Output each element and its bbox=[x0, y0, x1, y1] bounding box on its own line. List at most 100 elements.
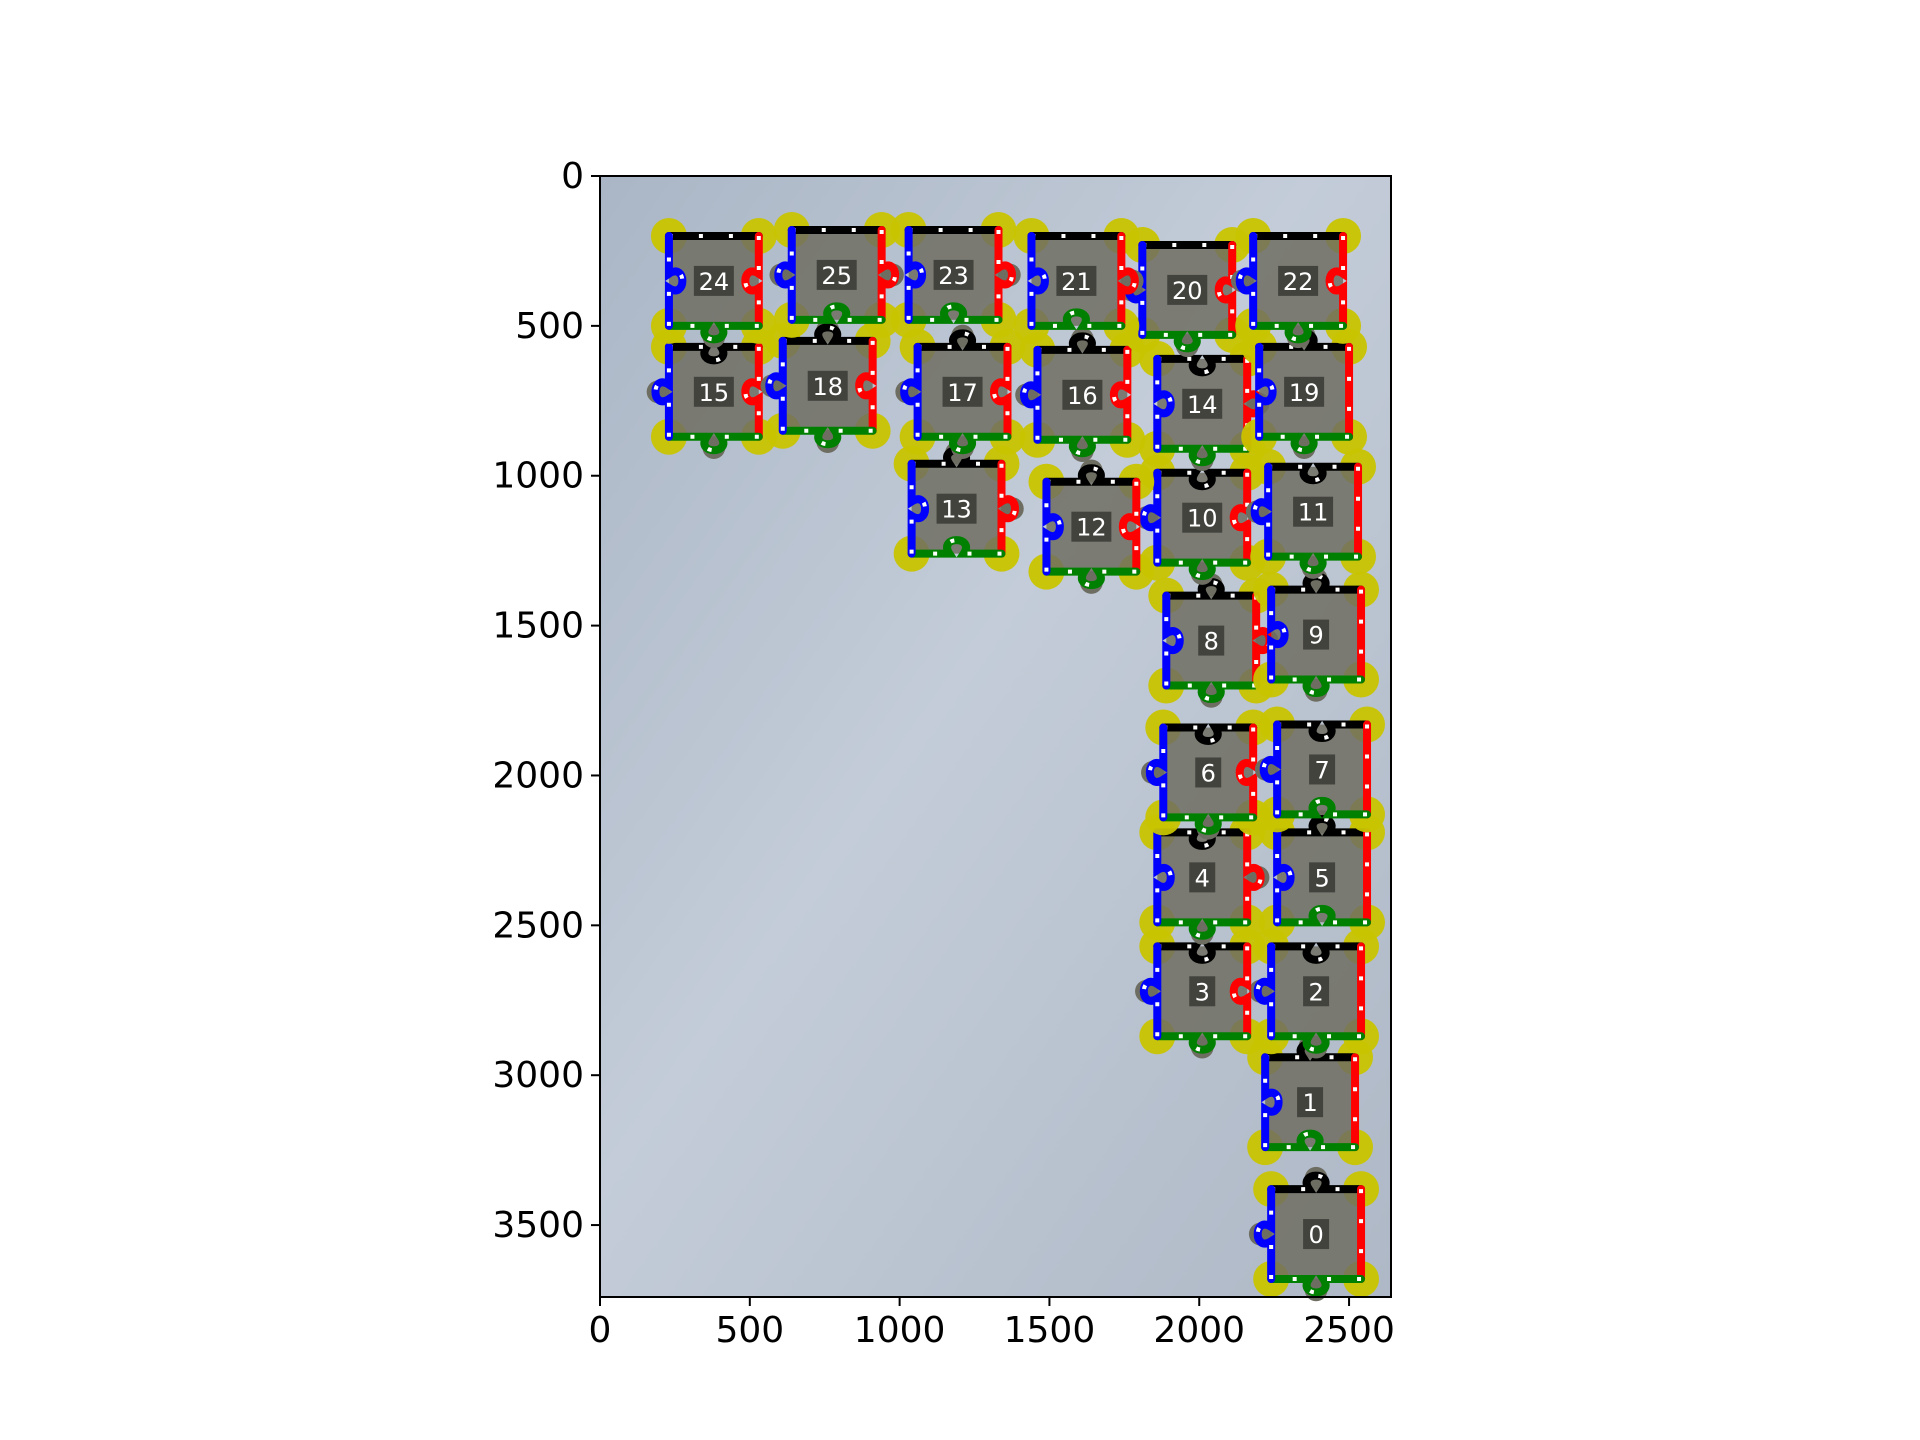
x-tick-label: 500 bbox=[715, 1310, 784, 1351]
bottom-edge bbox=[1162, 681, 1261, 703]
bottom-edge bbox=[1027, 308, 1126, 330]
puzzle-piece: 9 bbox=[1253, 567, 1380, 702]
piece-label: 5 bbox=[1314, 864, 1329, 892]
puzzle-piece: 3 bbox=[1135, 928, 1266, 1059]
bottom-edge bbox=[1273, 905, 1372, 927]
y-tick-label: 2000 bbox=[492, 755, 584, 796]
x-tick-label: 1500 bbox=[1004, 1310, 1096, 1351]
puzzle-piece: 12 bbox=[1028, 459, 1155, 594]
y-tick-label: 0 bbox=[561, 156, 584, 197]
bottom-edge bbox=[664, 432, 763, 455]
right-edge bbox=[1110, 345, 1132, 444]
piece-label-bg bbox=[1284, 376, 1325, 407]
bottom-edge bbox=[1159, 813, 1258, 835]
y-axis: 0 500 1000 1500 2000 2500 3000 3500 bbox=[492, 156, 600, 1246]
piece-label: 22 bbox=[1283, 268, 1314, 296]
piece-label-bg bbox=[693, 376, 734, 407]
top-edge bbox=[1267, 942, 1366, 964]
piece-label-bg bbox=[1198, 625, 1225, 656]
puzzle-piece: 21 bbox=[1013, 217, 1144, 344]
piece-label-bg bbox=[1309, 754, 1336, 785]
puzzle-piece: 15 bbox=[646, 328, 777, 459]
bottom-edge bbox=[1267, 675, 1366, 697]
piece-label: 14 bbox=[1187, 391, 1218, 419]
bottom-edge bbox=[1153, 918, 1252, 940]
puzzle-piece: 10 bbox=[1135, 454, 1266, 585]
left-edge bbox=[1042, 477, 1064, 576]
y-tick-label: 1500 bbox=[492, 606, 584, 647]
piece-label-bg bbox=[1297, 1087, 1324, 1118]
x-tick-label: 2000 bbox=[1153, 1310, 1245, 1351]
piece-label-bg bbox=[1189, 862, 1216, 893]
bottom-edge bbox=[1267, 1032, 1366, 1054]
bottom-edge bbox=[1261, 1129, 1360, 1152]
piece-label: 0 bbox=[1308, 1221, 1323, 1249]
bottom-edge bbox=[1042, 567, 1141, 589]
bottom-edge bbox=[1249, 321, 1348, 344]
left-edge bbox=[765, 336, 787, 435]
piece-label: 6 bbox=[1201, 759, 1216, 787]
right-edge bbox=[1235, 723, 1258, 822]
left-edge bbox=[1253, 1185, 1276, 1283]
left-edge bbox=[1139, 942, 1162, 1041]
left-edge bbox=[1259, 720, 1282, 819]
bottom-edge bbox=[913, 432, 1012, 455]
top-edge bbox=[1162, 578, 1261, 600]
piece-label-bg bbox=[1182, 388, 1223, 419]
y-tick-label: 3000 bbox=[492, 1055, 584, 1096]
piece-label-bg bbox=[936, 493, 977, 524]
puzzle-piece: 0 bbox=[1248, 1166, 1380, 1302]
y-tick-label: 3500 bbox=[492, 1205, 584, 1246]
right-edge bbox=[1325, 231, 1348, 330]
right-edge bbox=[877, 225, 899, 324]
puzzle-piece: 20 bbox=[1120, 226, 1251, 358]
piece-label: 7 bbox=[1314, 756, 1329, 784]
left-edge bbox=[1273, 828, 1295, 927]
y-tick-label: 500 bbox=[515, 306, 584, 347]
piece-label: 17 bbox=[947, 379, 978, 407]
left-edge bbox=[664, 231, 687, 330]
left-edge bbox=[1255, 342, 1277, 441]
piece-label: 19 bbox=[1289, 379, 1320, 407]
piece-label: 21 bbox=[1061, 268, 1092, 296]
plot-frame bbox=[599, 175, 1392, 1298]
x-axis: 0 500 1000 1500 2000 2500 bbox=[589, 1297, 1395, 1351]
piece-label: 25 bbox=[821, 262, 852, 290]
piece-label: 13 bbox=[941, 496, 972, 524]
piece-label-bg bbox=[933, 259, 974, 290]
bottom-edge bbox=[1267, 1275, 1366, 1297]
piece-label-bg bbox=[1303, 976, 1330, 1007]
piece-label-bg bbox=[1071, 511, 1112, 542]
top-edge bbox=[1273, 720, 1372, 742]
bottom-edge bbox=[1033, 435, 1132, 458]
puzzle-piece: 22 bbox=[1230, 217, 1362, 349]
right-edge bbox=[1119, 477, 1141, 576]
right-edge bbox=[990, 342, 1012, 441]
top-edge bbox=[1264, 462, 1363, 485]
right-edge bbox=[1117, 231, 1139, 330]
top-edge bbox=[1159, 723, 1258, 745]
puzzle-piece: 11 bbox=[1245, 448, 1377, 579]
top-edge bbox=[1153, 354, 1252, 377]
bottom-edge bbox=[907, 536, 1006, 558]
top-edge bbox=[1267, 1171, 1366, 1194]
right-edge bbox=[1243, 828, 1265, 927]
left-edge bbox=[774, 225, 796, 324]
top-edge bbox=[664, 342, 763, 365]
puzzle-piece: 2 bbox=[1248, 928, 1380, 1059]
piece-label-bg bbox=[942, 376, 983, 407]
left-edge bbox=[1020, 345, 1042, 444]
piece-label: 15 bbox=[699, 379, 730, 407]
piece-label-bg bbox=[1167, 274, 1208, 305]
left-edge bbox=[1162, 591, 1184, 690]
bottom-edge bbox=[1153, 444, 1252, 467]
x-tick-label: 1000 bbox=[854, 1310, 946, 1351]
right-edge bbox=[994, 225, 1016, 324]
left-edge bbox=[1253, 942, 1276, 1041]
top-edge bbox=[1033, 332, 1132, 354]
top-edge bbox=[913, 329, 1012, 351]
puzzle-piece: 17 bbox=[895, 324, 1026, 459]
piece-label: 8 bbox=[1204, 628, 1219, 656]
